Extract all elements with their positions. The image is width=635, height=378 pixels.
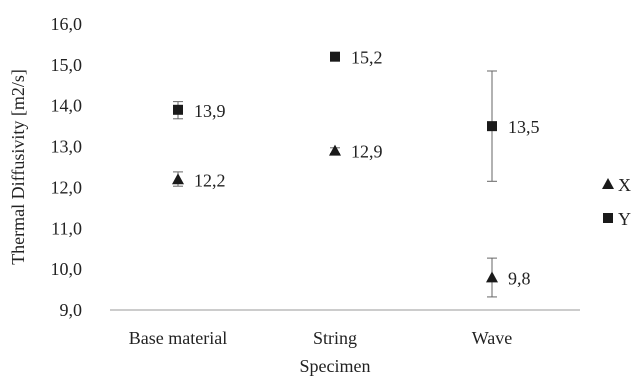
- data-point-square: [330, 51, 340, 62]
- x-tick-label: Base material: [129, 328, 227, 348]
- data-point-triangle: [329, 144, 341, 156]
- data-point-square: [487, 121, 497, 132]
- data-label: 13,9: [194, 101, 226, 121]
- y-axis-title: Thermal Diffusivity [m2/s]: [8, 69, 28, 265]
- data-point-triangle: [486, 271, 498, 283]
- x-tick-label: Wave: [472, 328, 513, 348]
- data-label: 13,5: [508, 117, 540, 137]
- y-tick-label: 10,0: [51, 259, 83, 279]
- data-label: 9,8: [508, 268, 531, 288]
- data-point-square: [173, 104, 183, 115]
- y-tick-label: 9,0: [60, 300, 83, 320]
- y-tick-label: 13,0: [51, 137, 83, 157]
- legend-label: Y: [618, 209, 631, 229]
- data-label: 15,2: [351, 48, 383, 68]
- legend-label: X: [618, 175, 631, 195]
- legend-marker-triangle: [602, 178, 614, 189]
- y-tick-label: 14,0: [51, 96, 83, 116]
- legend: XY: [602, 175, 631, 229]
- y-tick-label: 15,0: [51, 55, 83, 75]
- x-axis-categories: Base material String Wave: [129, 328, 513, 348]
- data-point-triangle: [172, 173, 184, 185]
- data-markers: [172, 51, 498, 283]
- x-tick-label: String: [313, 328, 357, 348]
- data-labels: 12,2 12,9 9,8 13,9 15,2 13,5: [194, 48, 540, 289]
- x-axis-title: Specimen: [300, 356, 371, 376]
- y-tick-label: 16,0: [51, 14, 83, 34]
- data-label: 12,2: [194, 170, 226, 190]
- data-label: 12,9: [351, 142, 383, 162]
- legend-marker-square: [603, 213, 613, 223]
- y-tick-label: 12,0: [51, 177, 83, 197]
- y-tick-label: 11,0: [51, 218, 82, 238]
- y-axis-ticks: 9,0 10,0 11,0 12,0 13,0 14,0 15,0 16,0: [51, 14, 83, 320]
